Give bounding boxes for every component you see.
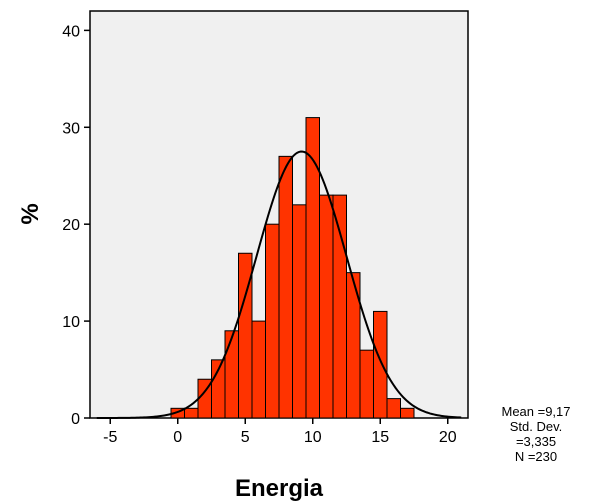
y-tick-label: 20 [62,217,80,234]
y-tick-label: 40 [62,23,80,40]
x-tick-label: -5 [103,429,117,446]
normal-curve [96,150,462,419]
x-tick-label: 0 [173,429,182,446]
histogram-bar [224,330,239,419]
histogram-bar [278,155,293,419]
histogram-bar [386,398,401,419]
x-tick-label: 10 [304,429,322,446]
stat-mean: Mean =9,17 [501,404,570,419]
axes-layer: 0 10 20 30 40 -5 0 5 10 15 20 [62,23,457,446]
x-tick-label: 5 [241,429,250,446]
histogram-bar [184,407,199,419]
x-axis-title: Energia [235,475,324,502]
histogram-bar [346,272,361,419]
histogram-bar [292,204,307,419]
histogram-bar [319,194,334,419]
stat-std-label: Std. Dev. [510,419,563,434]
y-tick-label: 10 [62,314,80,331]
x-tick-label: 20 [439,429,457,446]
x-tick-label: 15 [371,429,389,446]
histogram-bar [373,310,388,419]
stats-box: Mean =9,17 Std. Dev. =3,335 N =230 [501,404,570,464]
y-axis-title: % [17,203,44,224]
y-tick-label: 30 [62,120,80,137]
histogram-bar [265,223,280,419]
histogram-bar [251,320,266,419]
stat-std-value: =3,335 [516,434,556,449]
stat-n: N =230 [515,449,557,464]
histogram-bar [359,349,374,419]
histogram-bar [305,117,320,419]
histogram-bar [400,407,415,419]
y-tick-label: 0 [71,411,80,428]
